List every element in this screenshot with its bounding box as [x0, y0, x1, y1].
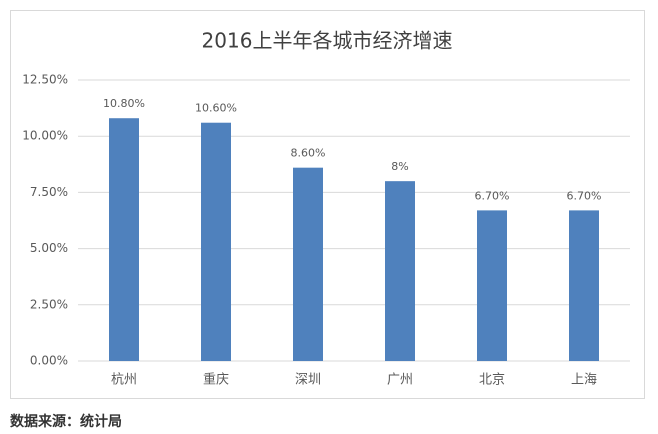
chart-title: 2016上半年各城市经济增速 — [202, 29, 453, 53]
bar — [201, 122, 231, 361]
y-tick-label: 0.00% — [30, 354, 68, 368]
bar — [109, 118, 139, 361]
chart-frame — [10, 10, 645, 399]
y-tick-label: 12.50% — [22, 73, 68, 87]
x-tick-label: 重庆 — [203, 372, 229, 388]
x-tick-label: 北京 — [479, 373, 505, 388]
y-tick-label: 10.00% — [22, 129, 68, 143]
value-label: 10.60% — [195, 102, 237, 115]
bar — [569, 210, 599, 361]
y-tick-label: 7.50% — [30, 185, 68, 199]
value-label: 6.70% — [567, 189, 602, 202]
value-label: 8.60% — [291, 147, 326, 160]
bar — [293, 167, 323, 361]
y-tick-label: 2.50% — [30, 297, 68, 311]
value-label: 6.70% — [475, 189, 510, 202]
value-label: 8% — [391, 160, 408, 173]
bar — [385, 181, 415, 361]
x-tick-label: 杭州 — [111, 373, 137, 388]
value-label: 10.80% — [103, 97, 145, 110]
x-tick-label: 深圳 — [295, 373, 321, 388]
source-note: 数据来源：统计局 — [10, 413, 122, 430]
bar — [477, 210, 507, 361]
x-tick-label: 广州 — [387, 373, 413, 388]
y-tick-label: 5.00% — [30, 241, 68, 255]
x-tick-label: 上海 — [571, 373, 597, 388]
